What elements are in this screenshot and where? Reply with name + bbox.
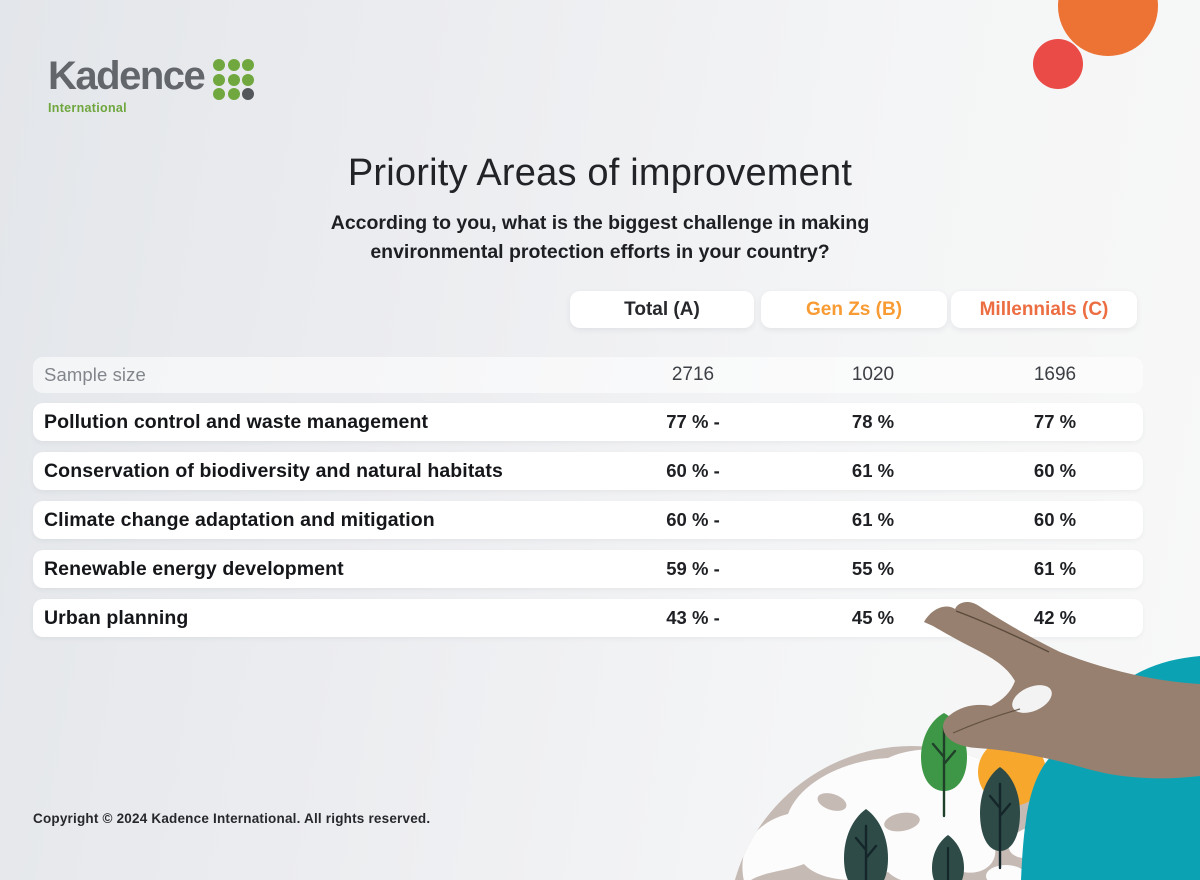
row-value-total: 43 % -	[666, 607, 720, 628]
dark-tree	[980, 767, 1020, 870]
table-row: Renewable energy development 59 % - 55 %…	[33, 550, 1143, 588]
row-value-genz: 61 %	[851, 509, 895, 530]
table-row: Conservation of biodiversity and natural…	[33, 452, 1143, 490]
copyright-text: Copyright © 2024 Kadence International. …	[33, 811, 431, 826]
row-value-millennials: 60 %	[1033, 460, 1077, 481]
sample-size-total: 2716	[671, 364, 715, 385]
column-header-millennials: Millennials (C)	[951, 291, 1137, 328]
row-value-millennials: 60 %	[1033, 509, 1077, 530]
row-label: Renewable energy development	[44, 557, 344, 580]
sample-size-label: Sample size	[44, 364, 146, 385]
sample-size-genz: 1020	[851, 364, 895, 385]
row-label: Conservation of biodiversity and natural…	[44, 459, 503, 482]
row-label: Urban planning	[44, 606, 189, 629]
row-value-millennials: 77 %	[1033, 411, 1077, 432]
dark-tree	[932, 835, 964, 880]
page-subtitle: According to you, what is the biggest ch…	[330, 212, 870, 263]
sample-size-row: Sample size 2716 1020 1696	[33, 357, 1143, 393]
logo-wordmark: Kadence	[48, 54, 206, 98]
row-value-total: 60 % -	[666, 509, 720, 530]
table-row: Pollution control and waste management 7…	[33, 403, 1143, 441]
logo-tagline: International	[48, 101, 127, 115]
row-value-total: 60 % -	[666, 460, 720, 481]
page-title: Priority Areas of improvement	[347, 152, 853, 194]
table-row: Climate change adaptation and mitigation…	[33, 501, 1143, 539]
row-value-millennials: 42 %	[1033, 607, 1077, 628]
row-label: Pollution control and waste management	[44, 410, 429, 433]
globe-continents	[742, 749, 1056, 880]
globe	[734, 746, 1090, 880]
kadence-logo: Kadence International	[48, 54, 255, 115]
green-tree	[921, 713, 967, 818]
sample-size-millennials: 1696	[1033, 364, 1077, 385]
row-label: Climate change adaptation and mitigation	[44, 508, 435, 531]
row-value-millennials: 61 %	[1033, 558, 1077, 579]
globe-lakes	[817, 793, 920, 859]
row-value-total: 59 % -	[666, 558, 720, 579]
row-value-genz: 61 %	[851, 460, 895, 481]
decor-red-circle	[1033, 39, 1083, 89]
column-header-genz: Gen Zs (B)	[761, 291, 947, 328]
column-header-total: Total (A)	[570, 291, 754, 328]
row-value-genz: 55 %	[851, 558, 895, 579]
logo-dot-grid-icon	[213, 59, 255, 100]
row-value-genz: 78 %	[851, 411, 895, 432]
table-row: Urban planning 43 % - 45 % 42 %	[33, 599, 1143, 637]
teal-wave	[1021, 656, 1200, 880]
sun	[978, 738, 1046, 806]
row-value-total: 77 % -	[666, 411, 720, 432]
dark-tree	[844, 809, 888, 880]
row-value-genz: 45 %	[851, 607, 895, 628]
hand-hole	[1012, 685, 1052, 713]
